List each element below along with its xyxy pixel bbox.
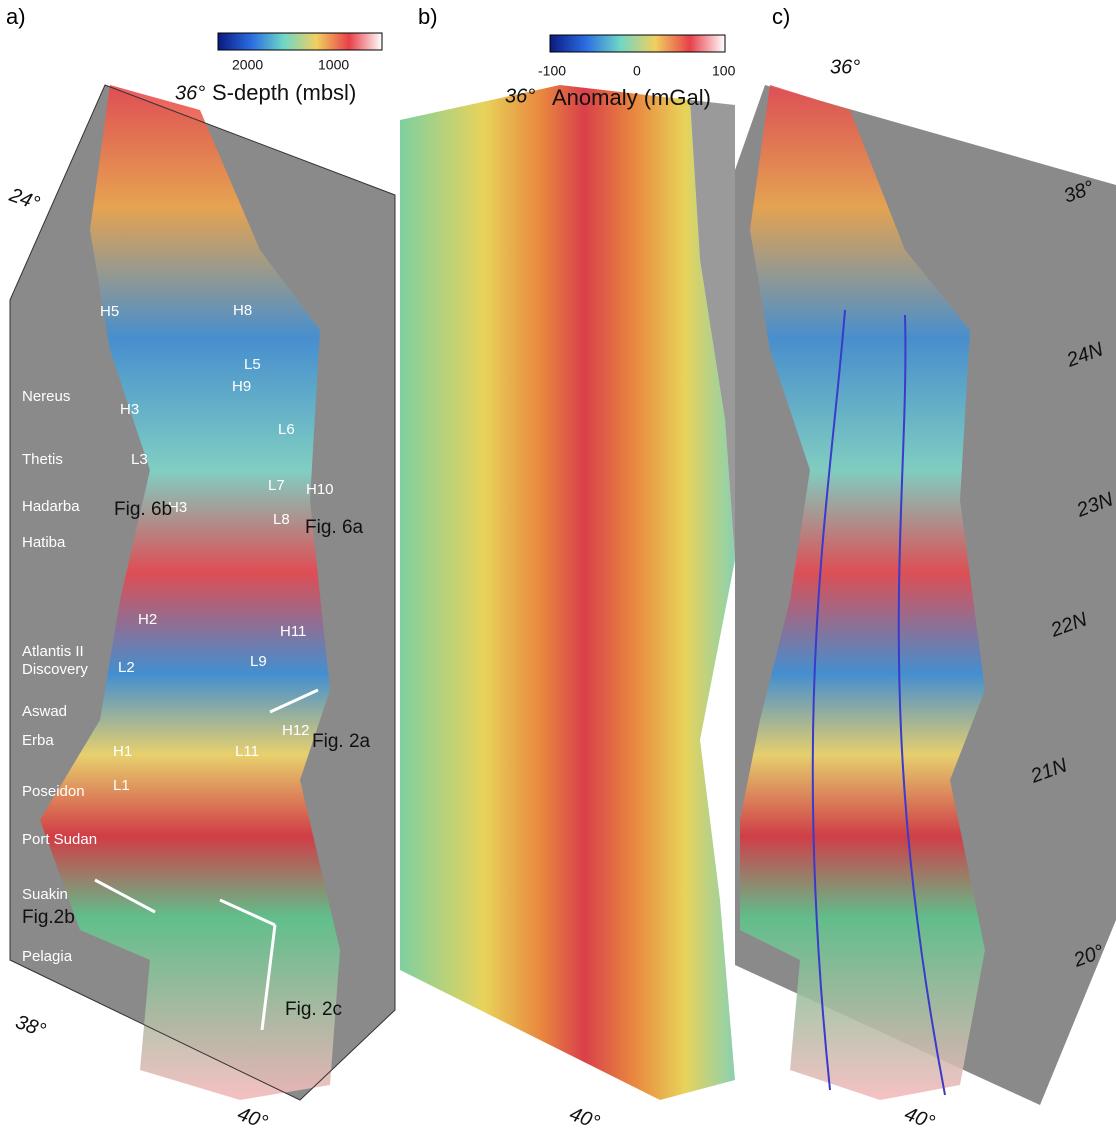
feature-label: H5 xyxy=(100,303,119,320)
feature-label: L3 xyxy=(131,451,148,468)
region-label: Poseidon xyxy=(22,783,85,800)
anomaly-surface xyxy=(400,85,735,1100)
region-label: Pelagia xyxy=(22,948,73,965)
region-label: Hadarba xyxy=(22,498,80,515)
feature-label: L11 xyxy=(235,743,259,760)
colorbar-tick: 1000 xyxy=(318,57,349,73)
coord-label: 36° xyxy=(830,56,860,78)
colorbar-title: S-depth (mbsl) xyxy=(212,80,356,105)
figure-ref: Fig. 2a xyxy=(312,731,371,752)
feature-label: L6 xyxy=(278,421,295,438)
feature-label: H3 xyxy=(120,401,139,418)
panel-label: b) xyxy=(418,4,438,29)
colorbar-title: Anomaly (mGal) xyxy=(552,85,711,110)
figure-ref: Fig.2b xyxy=(22,907,75,928)
region-label: Atlantis II xyxy=(22,643,84,660)
region-label: Erba xyxy=(22,732,54,749)
coord-label: 40° xyxy=(234,1103,270,1128)
coord-label: 40° xyxy=(901,1103,937,1128)
figure-ref: Fig. 6b xyxy=(114,499,172,520)
colorbar xyxy=(218,33,382,50)
colorbar-tick: -100 xyxy=(538,63,566,79)
feature-label: L8 xyxy=(273,511,290,528)
region-label: Hatiba xyxy=(22,534,66,551)
region-label: Suakin xyxy=(22,886,68,903)
coord-label: 24° xyxy=(6,184,43,215)
colorbar-tick: 0 xyxy=(633,63,641,79)
feature-label: H8 xyxy=(233,302,252,319)
figure: a) 2000 1000 S-depth (mbsl) 36° 24° 38° … xyxy=(0,0,1116,1128)
coord-label: 38° xyxy=(12,1011,48,1042)
region-label: Thetis xyxy=(22,451,63,468)
panel-c: c) 36° 38° 24N 23N 22N 21N 20° 40° xyxy=(735,4,1116,1128)
coord-label: 36° xyxy=(175,82,205,104)
figure-ref: Fig. 2c xyxy=(285,999,342,1020)
feature-label: L5 xyxy=(244,356,261,373)
region-label: Aswad xyxy=(22,703,67,720)
region-label: Nereus xyxy=(22,388,70,405)
feature-label: L1 xyxy=(113,777,130,794)
feature-label: L7 xyxy=(268,477,285,494)
feature-label: H11 xyxy=(280,623,306,640)
colorbar-tick: 100 xyxy=(712,63,736,79)
colorbar xyxy=(550,35,725,52)
feature-label: H2 xyxy=(138,611,157,628)
feature-label: L2 xyxy=(118,659,135,676)
colorbar-tick: 2000 xyxy=(232,57,263,73)
figure-ref: Fig. 6a xyxy=(305,517,364,538)
region-label: Port Sudan xyxy=(22,831,97,848)
region-label: Discovery xyxy=(22,661,88,678)
feature-label: H1 xyxy=(113,743,132,760)
panel-label: c) xyxy=(772,4,790,29)
feature-label: L9 xyxy=(250,653,267,670)
coord-label: 40° xyxy=(566,1103,602,1128)
panel-label: a) xyxy=(6,4,26,29)
coord-label: 36° xyxy=(505,85,535,107)
feature-label: H10 xyxy=(306,481,334,498)
feature-label: H12 xyxy=(282,722,310,739)
feature-label: H9 xyxy=(232,378,251,395)
panel-b: b) -100 0 100 Anomaly (mGal) 36° 40° xyxy=(400,4,736,1128)
